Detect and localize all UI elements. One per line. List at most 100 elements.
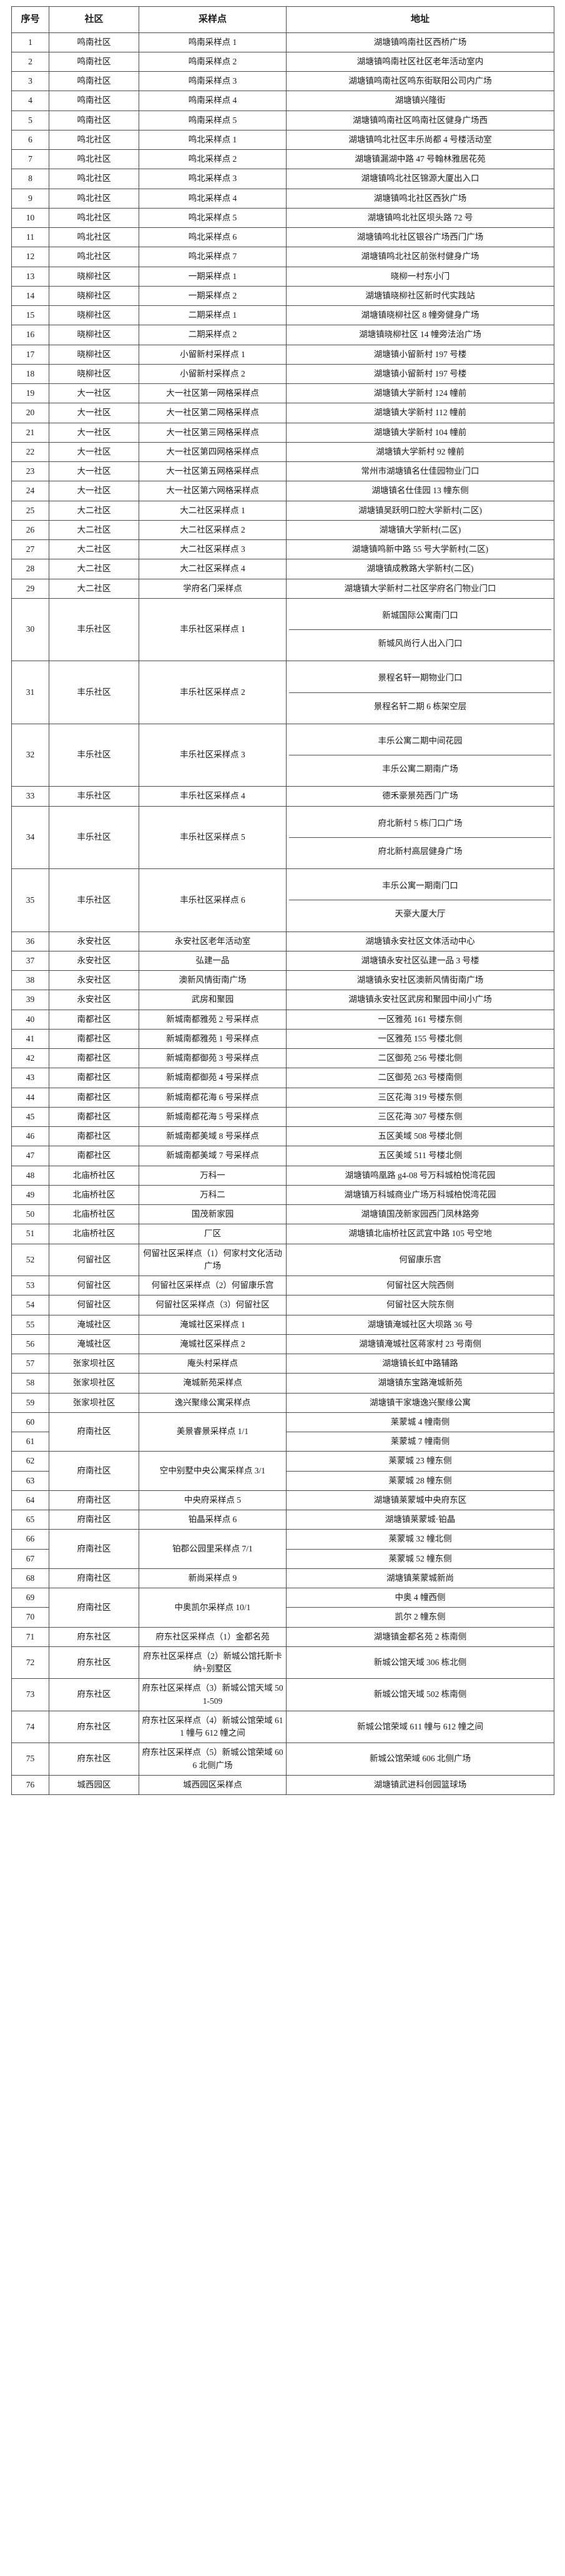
cell-sampling-point: 铂郡公园里采样点 7/1: [139, 1529, 287, 1569]
table-row: 74 府东社区 府东社区采样点（4）新城公馆荣域 611 幢与 612 幢之间 新城公…: [11, 1710, 554, 1744]
cell-seq: 26: [11, 519, 49, 541]
cell-community: 丰乐社区: [49, 723, 139, 787]
cell-community: 丰乐社区: [49, 868, 139, 932]
table-row: 22 大一社区 大一社区第四网格采样点 湖塘镇大学新村 92 幢前: [11, 441, 554, 463]
table-row: 7 鸣北社区 鸣北采样点 2 湖塘镇漏湖中路 47 号翰林雅居花苑: [11, 149, 554, 170]
table-row: 64 府南社区 中央府采样点 5 湖塘镇莱蒙城中央府东区: [11, 1490, 554, 1511]
table-row: 3 鸣南社区 鸣南采样点 3 湖塘镇鸣南社区鸣东街联阳公司内广场: [11, 71, 554, 92]
cell-address: 常州市湖塘镇名仕佳园物业门口: [286, 461, 554, 482]
cell-address: 景程名轩一期物业门口: [289, 664, 551, 693]
cell-sampling-point: 新城南都美域 8 号采样点: [139, 1126, 287, 1147]
cell-seq: 41: [11, 1028, 49, 1050]
cell-seq: 76: [11, 1774, 49, 1796]
cell-seq: 16: [11, 325, 49, 345]
sampling-points-table: 序号 社区 采样点 地址 1 鸣南社区 鸣南采样点 1 湖塘镇鸣南社区西桥广场 2 鸣南社…: [11, 6, 554, 1796]
cell-sampling-point: 淹城社区采样点 2: [139, 1334, 287, 1355]
cell-seq: 5: [11, 110, 49, 130]
table-row: 25 大二社区 大二社区采样点 1 湖塘镇吴跃明口腔大学新村(二区): [11, 500, 554, 521]
table-row: 50 北庙桥社区 国茂新家园 湖塘镇国茂新家园西门凤林路旁: [11, 1204, 554, 1225]
cell-address: 景程名轩一期物业门口 景程名轩二期 6 栋架空层: [286, 661, 554, 724]
cell-sampling-point: 大一社区第二网格采样点: [139, 403, 287, 423]
cell-address: 湖塘镇大学新村 104 幢前: [286, 422, 554, 443]
cell-community: 鸣北社区: [49, 188, 139, 209]
cell-address: 新城公馆荣域 611 幢与 612 幢之间: [286, 1710, 554, 1744]
cell-sampling-point: 铂晶采样点 6: [139, 1509, 287, 1530]
cell-address: 湖塘镇干家塘逸兴聚缘公寓: [286, 1392, 554, 1413]
header-row: 序号 社区 采样点 地址: [11, 6, 554, 33]
table-row: 4 鸣南社区 鸣南采样点 4 湖塘镇兴隆街: [11, 91, 554, 111]
cell-seq: 43: [11, 1068, 49, 1088]
cell-sampling-point: 丰乐社区采样点 4: [139, 786, 287, 807]
cell-address: 晓柳一村东小门: [286, 266, 554, 287]
cell-address: 莱蒙城 7 幢南侧: [286, 1431, 554, 1452]
cell-address: 丰乐公寓二期中间花园 丰乐公寓二期南广场: [286, 723, 554, 787]
cell-address: 天豪大厦大厅: [395, 909, 446, 919]
cell-community: 南都社区: [49, 1106, 139, 1128]
table-row: 71 府东社区 府东社区采样点（1）金都名苑 湖塘镇金都名苑 2 栋南侧: [11, 1626, 554, 1647]
cell-seq: 42: [11, 1048, 49, 1069]
table-row: 21 大一社区 大一社区第三网格采样点 湖塘镇大学新村 104 幢前: [11, 422, 554, 443]
cell-community: 大二社区: [49, 559, 139, 579]
cell-address: 丰乐公寓二期南广场: [382, 764, 458, 774]
address-subrow: 府北新村高层健身广场: [289, 837, 551, 865]
table-row: 57 张家坝社区 庵头村采样点 湖塘镇长虹中路辅路: [11, 1353, 554, 1374]
cell-seq: 31: [11, 661, 49, 724]
cell-seq: 67: [11, 1548, 49, 1569]
table-row: 43 南都社区 新城南都御苑 4 号采样点 二区御苑 263 号楼南侧: [11, 1068, 554, 1088]
cell-address: 湖塘镇永安社区澳新风情街南广场: [286, 970, 554, 991]
cell-address: 湖塘镇金都名苑 2 栋南侧: [286, 1626, 554, 1647]
cell-address: 五区美域 511 号楼北侧: [286, 1146, 554, 1166]
cell-community: 府南社区: [49, 1529, 139, 1569]
cell-address: 湖塘镇大学新村(二区): [286, 519, 554, 541]
cell-community: 北庙桥社区: [49, 1224, 139, 1244]
table-row: 42 南都社区 新城南都御苑 3 号采样点 二区御苑 256 号楼北侧: [11, 1048, 554, 1069]
cell-address: 新城风尚行人出入门口: [378, 639, 463, 648]
cell-community: 鸣南社区: [49, 91, 139, 111]
cell-sampling-point: 鸣北采样点 5: [139, 207, 287, 229]
cell-address: 一区雅苑 155 号楼北侧: [286, 1028, 554, 1050]
cell-community: 府南社区: [49, 1451, 139, 1491]
cell-seq: 32: [11, 723, 49, 787]
cell-seq: 56: [11, 1334, 49, 1355]
cell-sampling-point: 丰乐社区采样点 3: [139, 723, 287, 787]
address-sublist: 丰乐公寓二期中间花园 丰乐公寓二期南广场: [289, 727, 551, 784]
cell-sampling-point: 鸣北采样点 6: [139, 227, 287, 248]
table-row: 40 南都社区 新城南都雅苑 2 号采样点 一区雅苑 161 号楼东侧: [11, 1009, 554, 1030]
cell-community: 南都社区: [49, 1068, 139, 1088]
cell-sampling-point: 大一社区第一网格采样点: [139, 383, 287, 404]
table-row: 65 府南社区 铂晶采样点 6 湖塘镇莱蒙城·铂晶: [11, 1509, 554, 1530]
cell-seq: 75: [11, 1743, 49, 1776]
cell-community: 南都社区: [49, 1087, 139, 1108]
cell-sampling-point: 逸兴聚缘公寓采样点: [139, 1392, 287, 1413]
cell-address: 湖塘镇名仕佳园 13 幢东侧: [286, 481, 554, 501]
cell-seq: 70: [11, 1607, 49, 1628]
cell-seq: 59: [11, 1392, 49, 1413]
cell-seq: 53: [11, 1275, 49, 1296]
cell-sampling-point: 新城南都御苑 3 号采样点: [139, 1048, 287, 1069]
cell-seq: 37: [11, 950, 49, 971]
table-row: 27 大二社区 大二社区采样点 3 湖塘镇鸣新中路 55 号大学新村(二区): [11, 539, 554, 560]
cell-address: 湖塘镇鸣南社区鸣东街联阳公司内广场: [286, 71, 554, 92]
table-row: 72 府东社区 府东社区采样点（2）新城公馆托斯卡纳+别墅区 新城公馆天域 306 栋…: [11, 1646, 554, 1679]
cell-address: 湖塘镇永安社区弘建一品 3 号楼: [286, 950, 554, 971]
cell-sampling-point: 一期采样点 2: [139, 285, 287, 307]
table-row: 68 府南社区 新尚采样点 9 湖塘镇莱蒙城新尚: [11, 1568, 554, 1589]
cell-seq: 27: [11, 539, 49, 560]
cell-address: 湖塘镇永安社区文体活动中心: [286, 931, 554, 951]
table-row: 45 南都社区 新城南都花海 5 号采样点 三区花海 307 号楼东侧: [11, 1106, 554, 1128]
cell-community: 淹城社区: [49, 1334, 139, 1355]
cell-community: 大一社区: [49, 461, 139, 482]
cell-sampling-point: 小留新村采样点 2: [139, 363, 287, 385]
table-row: 38 永安社区 澳新风情街南广场 湖塘镇永安社区澳新风情街南广场: [11, 970, 554, 991]
cell-sampling-point: 大二社区采样点 1: [139, 500, 287, 521]
cell-community: 晓柳社区: [49, 266, 139, 287]
cell-sampling-point: 大一社区第六网格采样点: [139, 481, 287, 501]
cell-community: 鸣北社区: [49, 227, 139, 248]
cell-seq: 44: [11, 1087, 49, 1108]
table-row: 14 晓柳社区 一期采样点 2 湖塘镇晓柳社区新时代实践站: [11, 285, 554, 307]
cell-community: 南都社区: [49, 1028, 139, 1050]
address-sublist: 新城国际公寓南门口 新城风尚行人出入门口: [289, 601, 551, 658]
cell-seq: 66: [11, 1529, 49, 1550]
cell-seq: 48: [11, 1165, 49, 1186]
cell-sampling-point: 新城南都御苑 4 号采样点: [139, 1068, 287, 1088]
